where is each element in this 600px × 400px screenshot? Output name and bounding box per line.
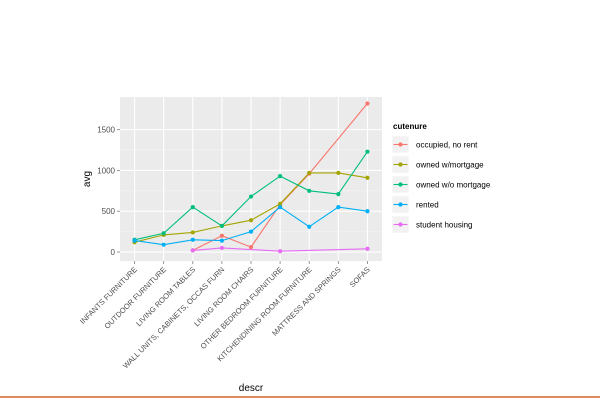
- x-tick-label: INFANTS FURNITURE: [78, 265, 139, 326]
- data-point: [248, 218, 254, 223]
- data-point: [278, 205, 283, 210]
- data-point: [365, 149, 370, 154]
- series-line: [192, 103, 368, 251]
- data-point: [248, 245, 254, 250]
- data-point: [278, 249, 283, 254]
- y-tick-label: 1000: [97, 166, 115, 175]
- legend: cutenure occupied, no rent owned w/mortga…: [391, 122, 491, 234]
- data-point: [190, 237, 195, 242]
- legend-key-point: [398, 222, 403, 227]
- data-point: [161, 231, 166, 236]
- y-tick-label: 1500: [97, 126, 115, 135]
- data-point: [365, 246, 370, 251]
- data-point: [278, 201, 283, 206]
- data-point: [190, 248, 195, 253]
- y-tick-label: 500: [102, 207, 116, 216]
- data-point: [336, 170, 341, 175]
- legend-title: cutenure: [393, 122, 427, 131]
- data-point: [248, 229, 254, 234]
- legend-key-point: [398, 182, 403, 187]
- legend-label: owned w/o mortgage: [416, 181, 491, 190]
- y-axis-ticks: 0 500 1000 1500: [97, 126, 120, 257]
- legend-key-point: [398, 142, 403, 147]
- legend-key-point: [398, 162, 403, 167]
- legend-label: occupied, no rent: [416, 141, 478, 150]
- series-points: [132, 101, 370, 254]
- x-tick-label: SOFAS: [348, 265, 372, 289]
- data-point: [219, 238, 224, 243]
- data-point: [307, 188, 312, 193]
- data-point: [365, 209, 370, 214]
- x-axis-title: descr: [239, 383, 264, 394]
- data-point: [132, 238, 137, 243]
- data-point: [336, 191, 341, 197]
- series-line: [192, 247, 368, 252]
- y-axis-title: avg: [82, 171, 93, 187]
- data-point: [219, 223, 224, 229]
- legend-label: student housing: [416, 221, 473, 230]
- data-point: [307, 170, 312, 175]
- y-tick-label: 0: [111, 248, 116, 257]
- data-point: [307, 224, 312, 229]
- data-point: [278, 174, 283, 179]
- data-point: [190, 205, 195, 210]
- data-point: [336, 205, 341, 210]
- bottom-rule: [0, 396, 600, 398]
- legend-label: rented: [416, 201, 439, 210]
- data-point: [219, 245, 224, 251]
- data-point: [190, 230, 195, 235]
- legend-label: owned w/mortgage: [416, 161, 484, 170]
- data-point: [161, 242, 166, 247]
- data-point: [365, 175, 370, 180]
- data-point: [248, 194, 254, 199]
- legend-key-point: [398, 202, 403, 207]
- data-point: [365, 101, 370, 106]
- data-point: [219, 233, 224, 238]
